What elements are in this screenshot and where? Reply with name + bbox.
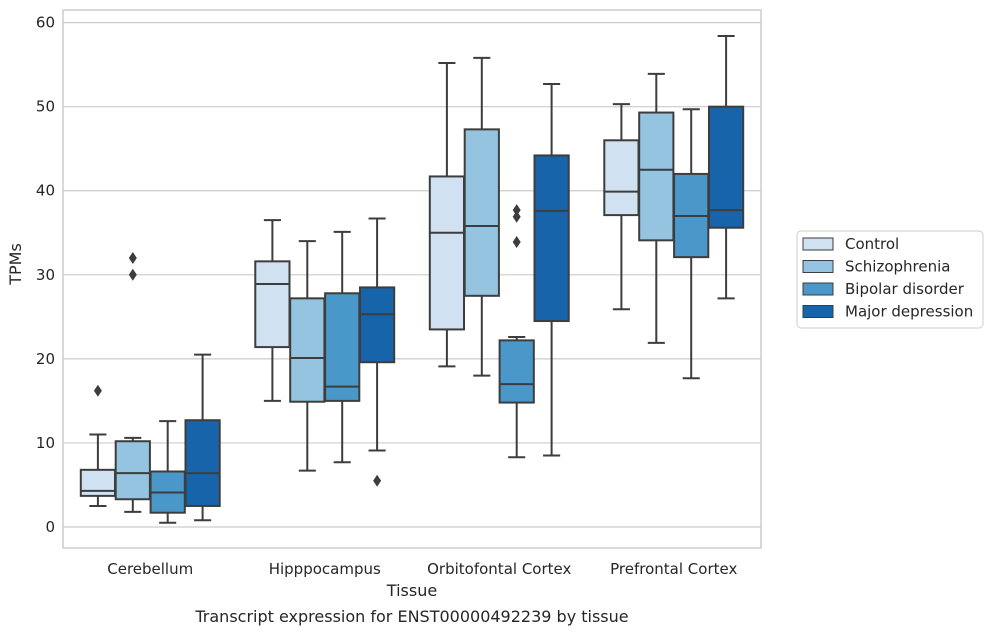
box [498,204,535,459]
y-tick-label: 60 [36,14,55,32]
outlier-point [373,474,382,487]
x-tick-label: Prefrontal Cortex [610,560,737,578]
outlier-point [128,268,137,281]
legend-label: Control [845,235,899,253]
plot-border [62,9,762,549]
legend-swatch [802,237,834,251]
y-tick-label: 20 [36,350,55,368]
box-body [184,419,221,507]
box [358,217,396,487]
y-tick-label: 10 [36,434,55,452]
box-body [428,175,466,331]
box-body [603,139,640,217]
box [324,230,361,464]
box-body [114,440,151,501]
y-tick-label: 30 [36,266,55,284]
box-body [638,111,675,242]
legend-frame [796,230,984,329]
x-tick-label: Orbitofontal Cortex [427,560,571,578]
y-axis-label: TPMs [6,243,25,286]
y-axis-ticks: 0 10 20 30 40 50 60 [36,14,55,536]
box [289,240,326,472]
box-body [498,339,535,404]
box-body [289,297,326,403]
outlier-point [512,204,521,217]
box [707,35,745,300]
x-tick-label: Cerebellum [107,560,193,578]
box [673,108,710,380]
figure-caption: Transcript expression for ENST0000049223… [194,607,628,626]
box [149,420,186,524]
plot-frame [62,9,762,549]
outlier-point [512,210,521,223]
box-series [79,35,745,524]
legend-swatch [802,305,834,318]
box-body [254,260,291,349]
y-tick-label: 0 [45,518,55,536]
box-body [707,105,745,229]
legend-label: Schizophrenia [845,258,950,276]
legend-swatch [802,260,834,273]
legend-swatch [802,282,834,296]
box [533,82,570,457]
box-body [358,286,396,364]
outlier-point [128,251,137,264]
box-body [79,468,117,497]
box-body [533,154,570,323]
legend-label: Bipolar disorder [845,280,965,298]
outlier-point [512,236,521,249]
box [463,56,500,377]
box-body [324,292,361,402]
box [428,61,466,368]
box [254,219,291,402]
x-axis-label: Tissue [386,581,437,600]
grid-lines [63,22,761,528]
box-body [463,128,500,297]
box [79,384,117,507]
x-axis-ticks: Cerebellum Hipppocampus Orbitofontal Corte… [107,560,737,578]
x-tick-label: Hipppocampus [269,560,381,578]
box [114,251,151,513]
box [184,353,221,522]
y-tick-label: 40 [36,182,55,200]
legend-label: Major depression [845,303,973,321]
box [603,103,640,311]
box [638,72,675,344]
outlier-point [93,384,102,397]
y-tick-label: 50 [36,98,55,116]
legend: Control Schizophrenia Bipolar disorder Majo… [796,230,984,329]
